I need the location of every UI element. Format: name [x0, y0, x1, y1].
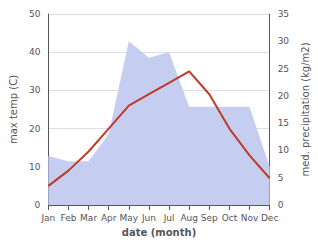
svg-text:25: 25: [278, 64, 289, 74]
svg-text:40: 40: [29, 47, 41, 57]
svg-text:Oct: Oct: [222, 213, 238, 223]
svg-text:Apr: Apr: [101, 213, 117, 223]
svg-text:Nov: Nov: [241, 213, 259, 223]
svg-text:0: 0: [278, 200, 284, 210]
svg-text:Jan: Jan: [40, 213, 55, 223]
svg-text:0: 0: [35, 200, 41, 210]
svg-text:date (month): date (month): [122, 227, 196, 238]
svg-text:max temp (C): max temp (C): [8, 75, 19, 144]
svg-text:Sep: Sep: [201, 213, 218, 223]
svg-text:Dec: Dec: [261, 213, 278, 223]
svg-text:15: 15: [278, 118, 289, 128]
svg-text:20: 20: [29, 124, 41, 134]
svg-text:50: 50: [29, 9, 41, 19]
svg-text:med. precipitation (kg/m2): med. precipitation (kg/m2): [300, 42, 311, 176]
svg-text:30: 30: [29, 85, 41, 95]
svg-text:Aug: Aug: [180, 213, 198, 223]
svg-text:35: 35: [278, 9, 289, 19]
svg-text:Jun: Jun: [141, 213, 156, 223]
svg-text:May: May: [120, 213, 139, 223]
svg-text:Feb: Feb: [61, 213, 77, 223]
svg-text:10: 10: [29, 162, 41, 172]
svg-text:5: 5: [278, 173, 284, 183]
svg-text:20: 20: [278, 91, 290, 101]
svg-text:10: 10: [278, 145, 290, 155]
svg-text:Jul: Jul: [163, 213, 175, 223]
svg-text:30: 30: [278, 36, 290, 46]
svg-text:Mar: Mar: [80, 213, 97, 223]
